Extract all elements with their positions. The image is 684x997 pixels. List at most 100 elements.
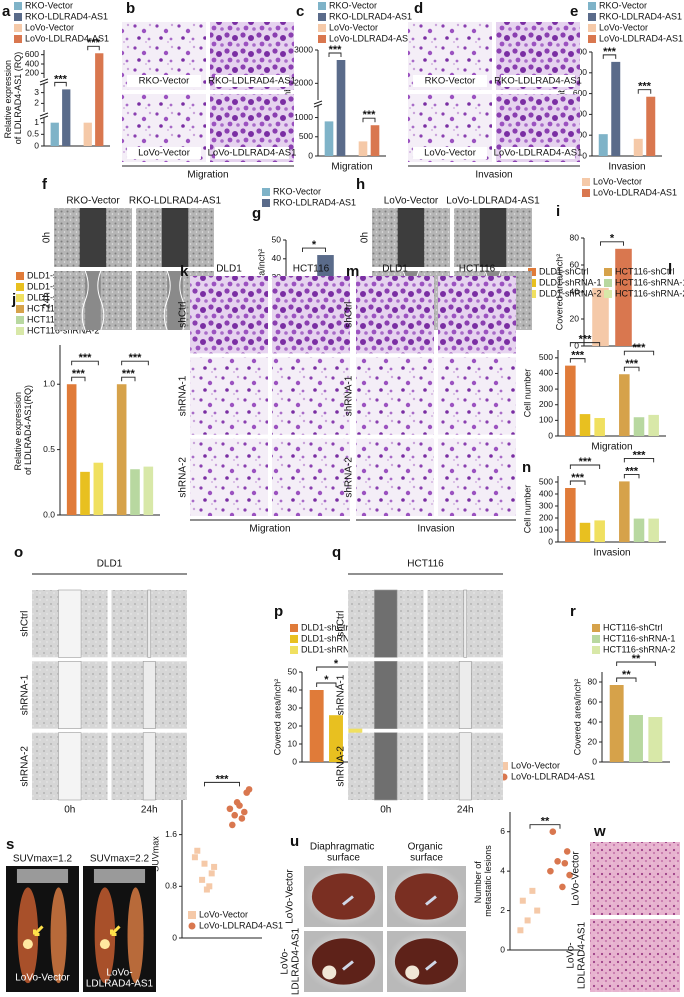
micrograph (190, 276, 268, 354)
bar (329, 715, 343, 762)
legend-label: HCT116-shRNA-2 (603, 644, 675, 654)
significance-bracket (569, 464, 601, 469)
bar (579, 522, 591, 542)
cell-label: LoVo-LDLRAD4-AS1 (86, 967, 154, 989)
wound-edge (163, 270, 187, 331)
legend-label: RKO-Vector (599, 0, 647, 10)
column-label: LoVo-LDLRAD4-AS1 (446, 196, 540, 207)
y-axis-label: Cell number (522, 485, 532, 534)
bar (648, 414, 659, 436)
wound-gap (79, 208, 107, 267)
significance-label: *** (579, 456, 593, 468)
panel-letter: p (274, 603, 283, 620)
bar (619, 481, 630, 542)
bar (565, 365, 576, 436)
axis-break (39, 112, 49, 120)
y-tick-label: 20 (288, 720, 298, 730)
micrograph (272, 276, 350, 354)
label-background (215, 75, 289, 87)
bar (609, 685, 624, 762)
bar (594, 520, 605, 542)
significance-bracket (569, 342, 601, 347)
column-label: RKO-LDLRAD4-AS1 (129, 196, 222, 207)
significance-label: *** (571, 350, 585, 362)
y-tick-label: 300 (539, 383, 553, 393)
pet-ct-hotspot (22, 939, 33, 950)
data-point (231, 811, 238, 819)
significance-bracket (316, 682, 337, 687)
y-tick-label: 60 (588, 696, 598, 706)
legend-label: RKO-LDLRAD4-AS1 (273, 197, 356, 207)
legend-label: LoVo-LDLRAD4-AS1 (329, 33, 413, 43)
bar (633, 138, 643, 156)
data-point (547, 867, 554, 875)
legend-swatch (14, 13, 22, 21)
legend-label: LoVo-LDLRAD4-AS1 (199, 920, 283, 930)
column-label: HCT116 (293, 264, 330, 275)
x-axis-label: Invasion (593, 548, 630, 559)
row-label: 24h (42, 292, 53, 309)
panel-letter: c (296, 3, 304, 20)
legend-label: DLD1-shRNA-2 (301, 644, 364, 654)
significance-bracket (600, 241, 624, 246)
significance-label: * (610, 233, 615, 245)
y-tick-label: 1.6 (165, 829, 177, 839)
significance-label: ** (622, 669, 631, 681)
panel-title: DLD1 (97, 559, 123, 570)
significance-label: *** (625, 465, 639, 477)
wound-gap (463, 589, 468, 658)
micrograph (356, 438, 434, 516)
bar (629, 715, 643, 762)
liver (394, 938, 459, 985)
wound-gap (147, 589, 152, 658)
y-tick-label: 800 (573, 67, 587, 77)
y-tick-label: 2 (34, 98, 39, 108)
y-tick-label: 100 (539, 415, 553, 425)
y-tick-label: 0 (500, 944, 505, 954)
y-tick-label: 30 (288, 702, 298, 712)
cell-label: LoVo-LDLRAD4-AS1 (208, 148, 297, 159)
legend-swatch (588, 35, 596, 43)
x-axis-label: Migration (331, 162, 372, 173)
row-label: shRNA-2 (344, 457, 355, 498)
significance-label: *** (633, 342, 647, 354)
y-tick-label: 2000 (294, 78, 313, 88)
significance-bracket (623, 366, 640, 372)
bar (615, 248, 632, 346)
column-label: LoVo-Vector (384, 196, 439, 207)
legend-label: LoVo-LDLRAD4-AS1 (25, 33, 109, 43)
x-axis-label: Migration (591, 442, 632, 453)
data-point (226, 805, 234, 813)
legend-swatch (16, 294, 24, 302)
column-label: Organic surface (408, 841, 446, 863)
column-label: 24h (141, 805, 158, 816)
axis-break (313, 100, 323, 108)
wound-gap (142, 732, 156, 801)
wound-gap (167, 271, 183, 330)
y-tick-label: 50 (288, 666, 298, 676)
micrograph (272, 357, 350, 435)
y-tick-label: 0 (582, 150, 587, 160)
bar (611, 61, 621, 156)
bar (370, 125, 380, 156)
row-label: 0h (42, 232, 53, 243)
legend-swatch (318, 13, 326, 21)
y-tick-label: 20 (570, 313, 580, 323)
legend-label: HCT116-shCtrl (615, 266, 674, 276)
label-background (127, 75, 201, 87)
y-tick-label: 500 (299, 131, 313, 141)
bar (143, 466, 154, 515)
bar (633, 417, 645, 436)
column-label: SUVmax=1.2 (13, 854, 73, 865)
micrograph (356, 276, 434, 354)
pet-ct-body (94, 887, 116, 984)
legend-swatch (318, 2, 326, 10)
y-tick-label: 50 (272, 234, 282, 244)
wound-gap (458, 732, 472, 801)
data-point (236, 802, 243, 809)
micrograph (356, 357, 434, 435)
y-tick-label: 2 (500, 905, 505, 915)
significance-bracket (54, 81, 67, 87)
panel-letter: i (556, 203, 560, 220)
column-label: DLD1 (216, 264, 242, 275)
